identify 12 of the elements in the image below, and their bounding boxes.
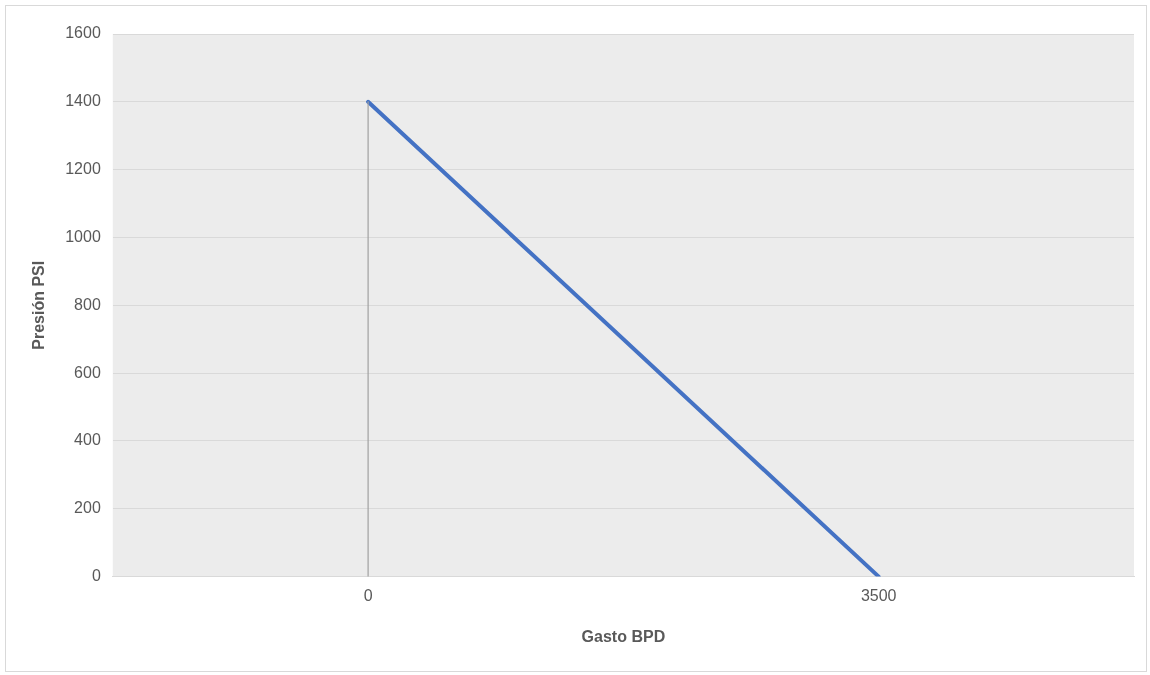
x-axis-title: Gasto BPD bbox=[581, 627, 666, 645]
y-tick-label: 0 bbox=[91, 567, 101, 585]
y-tick-label: 800 bbox=[74, 295, 101, 313]
y-tick-label: 200 bbox=[74, 499, 101, 517]
y-axis-title: Presión PSI bbox=[30, 260, 48, 350]
y-tick-label: 1000 bbox=[65, 227, 101, 245]
x-tick-label: 3500 bbox=[860, 586, 897, 604]
y-tick-label: 1200 bbox=[65, 160, 101, 178]
y-tick-label: 600 bbox=[74, 363, 101, 381]
y-tick-label: 400 bbox=[74, 431, 101, 449]
y-tick-label: 1600 bbox=[65, 24, 101, 42]
y-tick-label: 1400 bbox=[65, 92, 101, 110]
